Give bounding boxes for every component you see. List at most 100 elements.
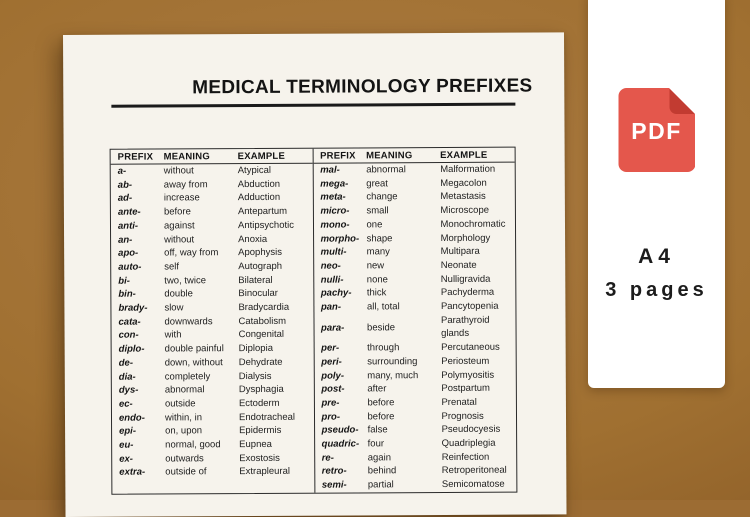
meaning-cell: all, total xyxy=(366,301,400,313)
table-row: cata-downwards Catabolism xyxy=(111,314,313,329)
prefix-cell: con- xyxy=(118,330,139,342)
table-row: pan-all, total Pancytopenia xyxy=(314,300,516,315)
meaning-cell: behind xyxy=(367,465,397,477)
column-header: MEANING xyxy=(366,149,413,161)
example-cell: Megacolon xyxy=(440,177,487,189)
table-row: morpho-shape Morphology xyxy=(314,231,516,246)
example-cell: Autograph xyxy=(238,260,283,273)
prefix-cell: mal- xyxy=(320,164,340,176)
meaning-cell: with xyxy=(164,329,182,341)
example-cell: Eupnea xyxy=(239,438,272,451)
prefix-cell: apo- xyxy=(118,247,139,259)
example-cell: Morphology xyxy=(440,232,491,244)
prefix-cell: endo- xyxy=(118,412,145,424)
table-row: a-without Atypical xyxy=(111,164,313,179)
column-header: MEANING xyxy=(163,150,210,162)
meaning-cell: downwards xyxy=(164,315,213,328)
prefix-cell: dys- xyxy=(118,384,139,396)
example-cell: Pseudocyesis xyxy=(441,424,501,436)
table-row: post-after Postpartum xyxy=(314,382,516,397)
prefix-cell: multi- xyxy=(320,246,347,258)
product-info-panel: PDF A4 3 pages xyxy=(588,0,725,388)
prefix-cell: ex- xyxy=(119,453,133,465)
table-row: apo-off, way from Apophysis xyxy=(111,246,313,261)
table-row: ex-outwards Exostosis xyxy=(112,451,314,466)
meaning-cell: shape xyxy=(366,232,393,244)
table-row: brady-slow Bradycardia xyxy=(111,301,313,316)
example-cell: Malformation xyxy=(440,163,496,176)
prefix-cell: pre- xyxy=(321,397,340,409)
meaning-cell: none xyxy=(366,273,388,286)
meaning-cell: many xyxy=(366,246,390,258)
example-cell: Semicomatose xyxy=(441,478,505,491)
example-cell: Parathyroid glands xyxy=(440,314,490,340)
table-row: retro-behind Retroperitoneal xyxy=(315,464,517,479)
example-cell: Exostosis xyxy=(239,452,280,464)
meaning-cell: change xyxy=(366,191,398,203)
prefix-cell: anti- xyxy=(117,220,139,232)
example-cell: Neonate xyxy=(440,259,477,271)
meaning-cell: within, in xyxy=(164,411,203,424)
pdf-icon-fold-corner xyxy=(669,88,695,114)
prefix-cell: eu- xyxy=(119,439,134,451)
example-cell: Monochromatic xyxy=(440,218,506,230)
table-row: meta-change Metastasis xyxy=(313,190,515,205)
prefix-cell: post- xyxy=(321,383,345,395)
example-cell: Nulligravida xyxy=(440,273,491,285)
prefix-cell: retro- xyxy=(321,465,347,478)
table-row: re-again Reinfection xyxy=(315,450,517,465)
meaning-cell: before xyxy=(163,206,191,218)
prefix-cell: cata- xyxy=(118,316,141,328)
example-cell: Prenatal xyxy=(441,396,477,408)
meaning-cell: great xyxy=(366,178,388,190)
table-row: diplo-double painful Diplopia xyxy=(112,342,314,357)
prefix-cell: pseudo- xyxy=(321,424,359,437)
table-row: auto-self Autograph xyxy=(111,260,313,275)
table-header-row: PREFIX MEANING EXAMPLE xyxy=(110,148,313,165)
table-row: micro-small Microscope xyxy=(313,204,515,219)
meaning-cell: four xyxy=(367,438,385,450)
meaning-cell: before xyxy=(367,410,395,423)
prefix-cell: a- xyxy=(117,165,127,177)
table-row: quadric-four Quadriplegia xyxy=(315,437,517,452)
meaning-cell: double xyxy=(164,288,193,300)
example-cell: Multipara xyxy=(440,246,480,258)
table-row: nulli-none Nulligravida xyxy=(314,272,516,287)
example-cell: Extrapleural xyxy=(239,466,291,478)
meaning-cell: without xyxy=(164,233,195,245)
meaning-cell: slow xyxy=(164,302,184,314)
example-cell: Percutaneous xyxy=(441,341,500,354)
prefix-cell: re- xyxy=(321,452,334,464)
table-row: con-with Congenital xyxy=(112,328,314,343)
example-cell: Adduction xyxy=(237,192,281,204)
example-cell: Abduction xyxy=(237,178,281,190)
paper-format-label: A4 xyxy=(638,245,675,268)
example-cell: Congenital xyxy=(238,329,285,341)
prefix-cell: mega- xyxy=(320,178,349,190)
meaning-cell: away from xyxy=(163,178,208,191)
example-cell: Quadriplegia xyxy=(441,437,496,450)
example-cell: Postpartum xyxy=(441,383,490,395)
table-row: peri-surrounding Periosteum xyxy=(314,354,516,369)
table-row: ante-before Antepartum xyxy=(111,205,313,220)
table-row: dia-completely Dialysis xyxy=(112,369,314,384)
prefix-cell: peri- xyxy=(321,356,342,368)
prefix-cell: poly- xyxy=(321,370,345,382)
meaning-cell: down, without xyxy=(164,357,223,369)
prefix-cell: nulli- xyxy=(320,274,344,286)
example-cell: Atypical xyxy=(237,164,272,177)
example-cell: Endotracheal xyxy=(238,411,296,423)
prefix-cell: neo- xyxy=(320,260,341,272)
meaning-cell: again xyxy=(367,452,391,464)
meaning-cell: after xyxy=(367,383,387,395)
table-row: endo-within, in Endotracheal xyxy=(112,410,314,425)
table-row: pachy-thick Pachyderma xyxy=(314,286,516,301)
meaning-cell: self xyxy=(164,261,180,273)
table-row: bi-two, twice Bilateral xyxy=(111,273,313,288)
meaning-cell: increase xyxy=(163,192,200,204)
prefix-cell: quadric- xyxy=(321,438,360,450)
table-row: anti-against Antipsychotic xyxy=(111,219,313,234)
table-row: pre-before Prenatal xyxy=(314,396,516,411)
meaning-cell: partial xyxy=(367,479,394,491)
table-row: ad-increase Adduction xyxy=(111,191,313,206)
